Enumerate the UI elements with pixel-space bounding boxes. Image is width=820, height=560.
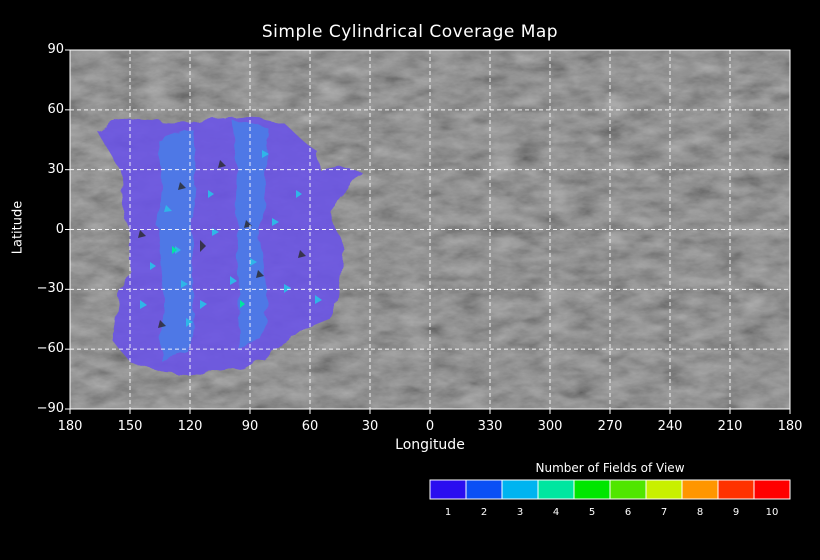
- legend-label: 2: [480, 507, 488, 518]
- coverage-overlay: [98, 116, 360, 374]
- x-tick-label: 240: [657, 419, 683, 434]
- y-tick-label: 0: [55, 221, 64, 237]
- legend-label: 5: [588, 507, 596, 518]
- legend-label: 1: [444, 507, 452, 518]
- x-tick-label: 180: [777, 419, 803, 434]
- x-tick-label: 180: [57, 419, 83, 434]
- legend-swatch: [573, 479, 611, 500]
- legend-swatch: [753, 479, 791, 500]
- legend-title: Number of Fields of View: [535, 461, 685, 475]
- graticule: [70, 50, 790, 409]
- coverage-gaps: [138, 160, 306, 328]
- legend-swatch: [609, 479, 647, 500]
- coverage-region-3-fov: [140, 150, 322, 327]
- y-tick-label: −60: [36, 341, 64, 357]
- legend-swatch: [429, 479, 467, 500]
- y-tick-label: 30: [47, 161, 64, 177]
- legend-swatch: [717, 479, 755, 500]
- legend-swatch: [537, 479, 575, 500]
- x-tick-label: 90: [241, 419, 259, 434]
- x-tick-label: 300: [537, 419, 563, 434]
- legend-label: 6: [624, 507, 632, 518]
- legend-swatch: [645, 479, 683, 500]
- y-tick-label: −30: [36, 281, 64, 297]
- x-tick-label: 30: [361, 419, 379, 434]
- coverage-region-4-fov: [172, 246, 245, 308]
- tick-marks: [65, 49, 791, 414]
- x-tick-label: 150: [117, 419, 143, 434]
- x-tick-label: 0: [425, 419, 435, 434]
- x-tick-label: 270: [597, 419, 623, 434]
- legend-label: 7: [660, 507, 668, 518]
- y-tick-label: −90: [36, 401, 64, 416]
- map-title: Simple Cylindrical Coverage Map: [261, 22, 559, 42]
- y-tick-label: 90: [47, 42, 64, 57]
- legend-label: 10: [765, 507, 779, 518]
- legend-label: 3: [516, 507, 524, 518]
- x-tick-label: 330: [477, 419, 503, 434]
- x-tick-label: 120: [177, 419, 203, 434]
- legend-swatch: [465, 479, 503, 500]
- legend-swatch: [681, 479, 719, 500]
- legend-label: 9: [732, 507, 740, 518]
- legend-label: 4: [552, 507, 560, 518]
- x-tick-label: 60: [301, 419, 319, 434]
- legend-label: 8: [696, 507, 704, 518]
- x-axis-label: Longitude: [395, 437, 465, 453]
- legend-colorbar: [429, 479, 791, 500]
- coverage-region-2-fov: [158, 128, 196, 360]
- x-tick-label: 210: [717, 419, 743, 434]
- legend-swatch: [501, 479, 539, 500]
- y-tick-label: 60: [47, 101, 64, 117]
